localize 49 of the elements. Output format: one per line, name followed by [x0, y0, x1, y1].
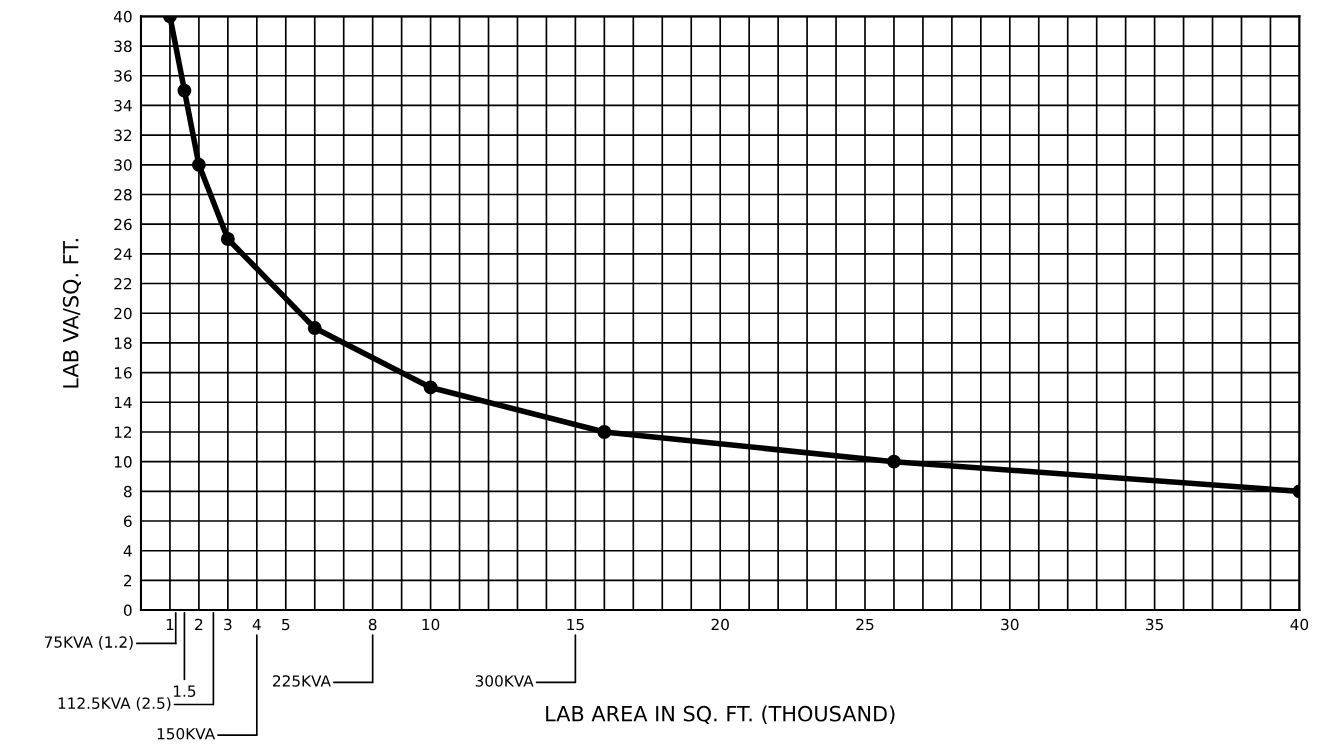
y-tick-label: 32	[114, 129, 132, 142]
y-tick-label: 14	[114, 396, 132, 409]
y-axis-title: LAB VA/SQ. FT.	[62, 239, 81, 388]
y-tick-label: 2	[124, 574, 132, 587]
x-axis-title: LAB AREA IN SQ. FT. (THOUSAND)	[546, 705, 895, 724]
point	[191, 157, 206, 172]
x-tick-label: 1	[166, 618, 174, 631]
x-tick-label: 5	[282, 618, 290, 631]
text: 75KVA (1.2)	[44, 636, 133, 650]
x-tick-label: 3	[224, 618, 232, 631]
x-tick-label: 4	[252, 618, 261, 631]
y-tick-label: 0	[123, 604, 132, 617]
text: 150KVA	[157, 727, 216, 740]
y-tick-label: 4	[123, 545, 132, 557]
x-tick-label: 2	[195, 618, 203, 631]
x-tick-label: 25	[856, 618, 874, 631]
y-tick-label: 34	[114, 99, 132, 112]
text: 225KVA	[273, 675, 331, 687]
x-tick-label: 15	[567, 618, 584, 631]
y-tick-label: 38	[114, 40, 132, 53]
point	[887, 454, 901, 469]
x-tick-label: 35	[1146, 618, 1163, 631]
point	[307, 321, 322, 336]
point	[220, 232, 235, 246]
text: 1.5	[173, 685, 196, 697]
x-tick-label: 10	[422, 618, 440, 631]
x-tick-label: 20	[711, 618, 729, 631]
y-tick-label: 10	[114, 456, 132, 468]
text: 112.5KVA (2.5)	[58, 697, 171, 711]
y-tick-label: 16	[114, 367, 132, 379]
x-tick-label: 30	[1001, 618, 1019, 631]
point	[423, 380, 438, 395]
point	[597, 425, 612, 439]
y-tick-label: 28	[114, 188, 132, 201]
y-tick-label: 26	[114, 218, 132, 231]
y-tick-label: 30	[114, 159, 132, 171]
y-tick-label: 24	[114, 248, 132, 260]
y-tick-label: 22	[114, 278, 132, 290]
x-tick-label: 40	[1290, 618, 1309, 631]
x-tick-label: 8	[368, 618, 377, 631]
y-tick-label: 6	[123, 515, 132, 528]
y-tick-label: 20	[114, 307, 132, 320]
y-tick-label: 36	[114, 70, 132, 82]
y-tick-label: 18	[114, 337, 132, 349]
point	[177, 83, 192, 98]
y-tick-label: 40	[113, 10, 132, 23]
y-tick-label: 12	[114, 426, 132, 438]
text: 300KVA	[475, 675, 534, 687]
y-tick-label: 8	[123, 485, 132, 498]
